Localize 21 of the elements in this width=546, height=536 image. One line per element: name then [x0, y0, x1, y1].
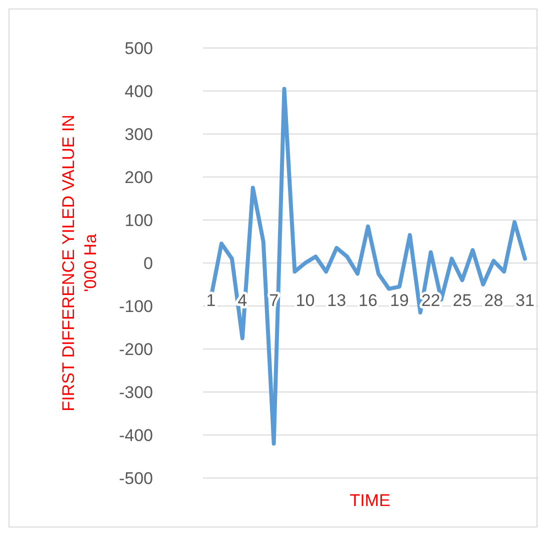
y-tick-label: -300 — [118, 382, 153, 402]
y-tick-label: 500 — [124, 38, 153, 58]
y-tick-label: 400 — [124, 82, 153, 101]
y-tick-label: -400 — [118, 426, 153, 445]
x-tick-label: 1 — [206, 291, 216, 310]
y-tick-label: 200 — [124, 168, 153, 187]
y-tick-label: -500 — [118, 468, 153, 488]
y-axis-title: FIRST DIFFERENCE YILED VALUE IN '000 Ha — [59, 114, 100, 412]
x-tick-label: 31 — [516, 291, 534, 310]
y-tick-label: 0 — [144, 254, 153, 273]
y-tick-label: 300 — [124, 124, 153, 144]
x-tick-label: 19 — [390, 291, 409, 310]
y-tick-label: -100 — [118, 296, 153, 316]
x-tick-label: 10 — [296, 291, 315, 310]
x-tick-label: 28 — [484, 291, 504, 310]
y-tick-label: -200 — [118, 340, 153, 359]
x-tick-label: 16 — [358, 291, 378, 310]
x-axis-title: TIME — [350, 491, 390, 510]
y-tick-label: 100 — [124, 210, 153, 230]
x-tick-label: 13 — [327, 291, 346, 310]
x-tick-label: 25 — [452, 291, 472, 310]
